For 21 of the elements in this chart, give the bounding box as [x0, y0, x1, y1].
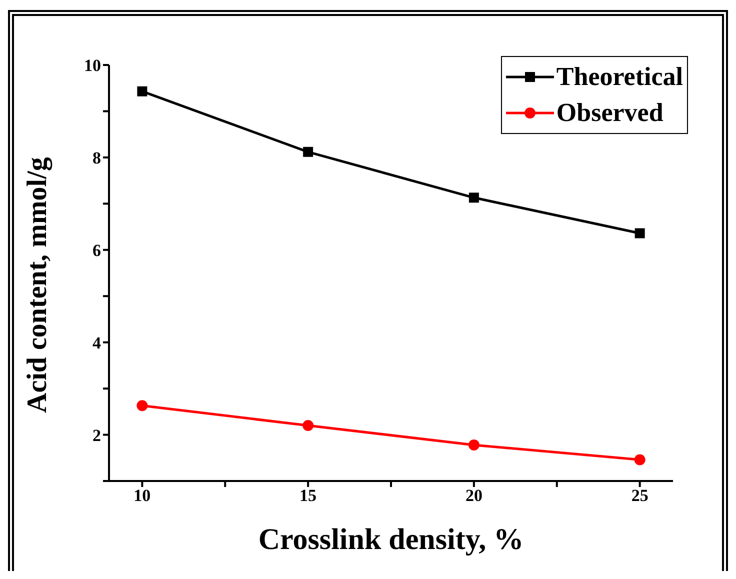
- y-tick-label: 10: [84, 56, 101, 76]
- point: [136, 400, 148, 412]
- point: [634, 454, 646, 466]
- point: [303, 146, 314, 157]
- point: [468, 439, 480, 450]
- x-tick-label: 10: [134, 486, 151, 506]
- point: [468, 192, 479, 203]
- point: [634, 228, 645, 238]
- x-tick-label: 15: [300, 486, 317, 506]
- legend-label: Observed: [556, 98, 664, 128]
- x-tick-label: 25: [631, 486, 648, 506]
- legend-label: Theoretical: [556, 62, 683, 92]
- point: [302, 420, 314, 432]
- y-tick-label: 8: [92, 148, 101, 168]
- x-tick-label: 20: [465, 486, 482, 506]
- y-axis-title: Acid content, mmol/g: [22, 157, 53, 413]
- x-axis-title: Crosslink density, %: [258, 523, 524, 556]
- point: [137, 86, 148, 96]
- y-tick-label: 6: [92, 240, 101, 260]
- y-tick-label: 4: [92, 333, 102, 352]
- y-tick-label: 2: [92, 426, 101, 445]
